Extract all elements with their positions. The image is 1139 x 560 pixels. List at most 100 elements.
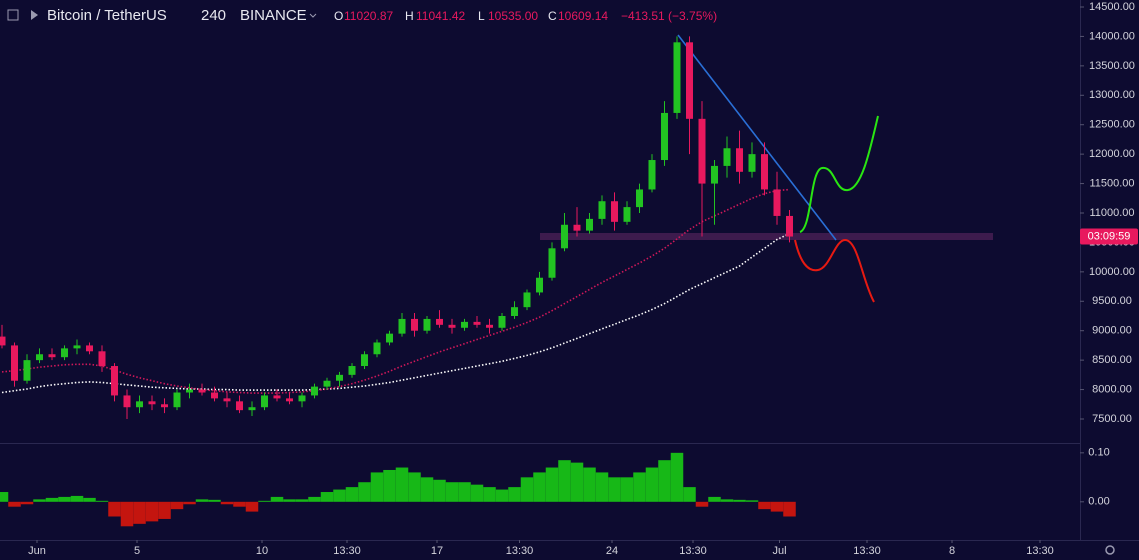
candle-body [448,324,456,328]
histogram-bar [183,501,196,505]
histogram-bar [758,501,771,510]
candle-body [348,366,356,375]
x-tick-label: 13:30 [506,545,534,557]
candle-body [511,307,518,316]
candle-body [323,380,331,387]
histogram-bar [195,499,209,502]
histogram-bar [458,482,471,502]
expand-icon[interactable] [7,9,19,21]
histogram-bar [283,499,296,502]
candle-body [36,354,43,361]
settings-icon[interactable] [1105,545,1115,555]
candle-body [398,318,406,334]
histogram-bar [595,472,609,502]
histogram-bar [133,501,146,524]
candle-body [661,112,668,161]
candle-body [273,395,281,399]
symbol[interactable]: Bitcoin / TetherUS [47,7,167,24]
candle-body [236,401,243,411]
histogram-bar [533,472,546,502]
x-tick-label: Jul [772,545,786,557]
histogram-bar [645,467,659,502]
y-tick-label: 7500.00 [1092,413,1132,425]
drawings [540,34,993,303]
ohlc-value: 11020.87 [344,9,393,23]
ohlc-label: C [548,9,557,23]
y-tick-label: 12000.00 [1089,148,1135,160]
ohlc-value: 11041.42 [416,9,465,23]
y2-tick-label: 0.10 [1088,447,1109,459]
candle-body [286,398,293,402]
bullish-scenario [799,115,879,233]
candle-body [686,42,693,119]
candle-body [0,336,6,346]
candle-body [561,224,568,249]
histogram-bar [233,501,246,507]
exchange[interactable]: BINANCE [240,7,307,24]
histogram-bar [333,489,346,502]
candle-body [748,154,756,172]
histogram-bar [58,496,71,502]
candle-body [123,395,131,408]
histogram-bar [295,499,309,502]
x-tick-label: 13:30 [333,545,361,557]
x-tick-label: 5 [134,545,140,557]
histogram-bar [208,499,221,502]
histogram-bar [395,467,409,502]
histogram-bar [45,497,59,502]
histogram-bar [383,469,396,502]
y-tick-label: 11000.00 [1089,207,1134,219]
y-tick-label: 11500.00 [1089,177,1134,189]
histogram-bar [558,460,571,502]
ohlc-label: L [478,9,485,23]
candle-body [198,389,206,393]
histogram-bar [20,501,34,505]
ohlc-label: H [405,9,414,23]
candle-body [336,374,343,381]
candle-body [523,292,531,308]
y-tick-label: 8500.00 [1092,354,1132,366]
histogram-bar [308,496,321,502]
moving-average [1,232,790,394]
moving-average [1,188,790,394]
histogram-bar [170,501,184,510]
candle-body [223,398,231,402]
histogram-bar [0,492,9,502]
dropdown-icon[interactable] [309,13,317,18]
histogram-bar [145,501,159,522]
support-zone [540,233,993,240]
histogram-bar [745,500,759,502]
y-tick-label: 9000.00 [1092,325,1132,337]
histogram-bar [695,501,709,507]
histogram-bar [408,472,421,502]
histogram-bar [720,499,734,502]
candle-body [298,395,306,402]
histogram-bar [670,452,684,502]
countdown-box [1080,228,1138,245]
y-tick-label: 8000.00 [1092,383,1132,395]
candle-body [211,392,218,399]
candle-body [361,354,368,367]
candle-body [48,354,56,358]
candle-body [11,345,18,381]
ohlc-value: 10609.14 [558,9,608,23]
candle-body [61,348,68,358]
candle-body [673,42,681,113]
histogram-bar [683,487,696,502]
x-tick-label: 13:30 [1026,545,1054,557]
histogram-bar [8,501,21,507]
histogram-bar [608,477,621,502]
candle-body [461,321,468,328]
x-tick-label: 13:30 [853,545,881,557]
x-tick-label: 17 [431,545,443,557]
y-tick-label: 14000.00 [1089,30,1135,42]
interval[interactable]: 240 [201,7,226,24]
candle-body [573,224,581,231]
histogram-bar [708,496,721,502]
candle-body [611,201,618,222]
histogram-bar [545,467,559,502]
candle-body [411,318,418,331]
countdown: 03:09:59 [1088,230,1131,242]
candle-body [598,201,606,219]
